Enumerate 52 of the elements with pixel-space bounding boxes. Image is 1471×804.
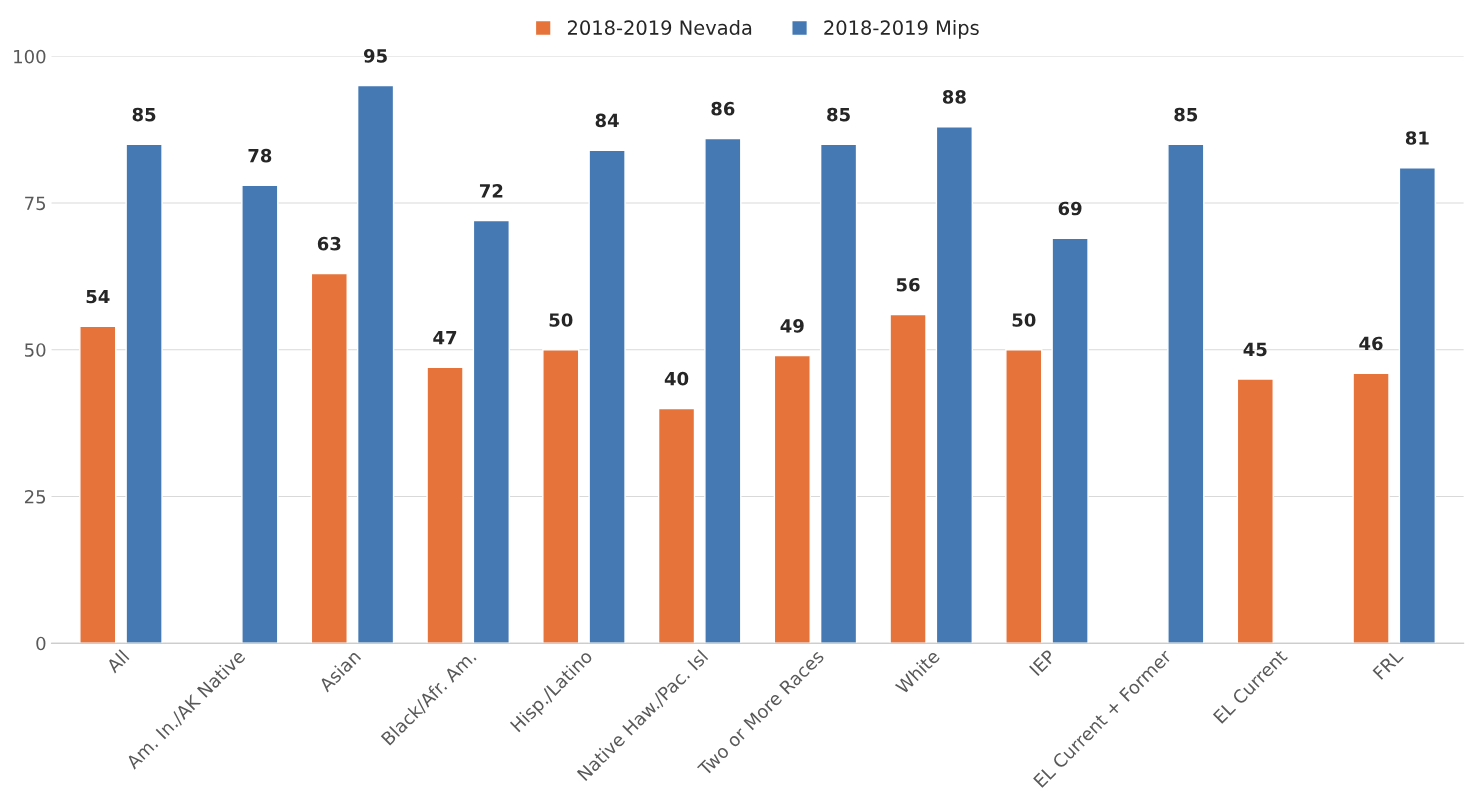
data-label: 85 bbox=[1174, 107, 1198, 122]
bar bbox=[819, 143, 858, 644]
data-label: 50 bbox=[549, 313, 573, 327]
y-tick-label: 100 bbox=[14, 49, 46, 64]
data-label: 95 bbox=[363, 49, 387, 63]
legend-label: 2018-2019 Mips bbox=[824, 19, 979, 39]
data-label: 88 bbox=[942, 90, 966, 104]
bar bbox=[889, 313, 927, 644]
data-label: 69 bbox=[1058, 201, 1082, 216]
bar bbox=[472, 219, 510, 644]
bar bbox=[935, 126, 973, 644]
y-tick-label: 0 bbox=[36, 636, 46, 651]
bar bbox=[79, 325, 117, 644]
bar bbox=[241, 184, 279, 644]
bar bbox=[310, 272, 348, 644]
data-label: 78 bbox=[248, 148, 272, 163]
data-label: 50 bbox=[1012, 313, 1036, 327]
bar bbox=[1398, 167, 1436, 644]
bar bbox=[1005, 349, 1043, 644]
bar bbox=[356, 84, 395, 644]
data-label: 85 bbox=[132, 107, 156, 122]
legend-label: 2018-2019 Nevada bbox=[567, 19, 752, 36]
y-tick-label: 75 bbox=[25, 196, 46, 211]
data-label: 86 bbox=[711, 101, 735, 116]
bar bbox=[657, 407, 696, 644]
data-label: 40 bbox=[664, 371, 689, 386]
y-tick-label: 25 bbox=[24, 489, 46, 504]
bar bbox=[1236, 378, 1274, 644]
data-label: 54 bbox=[86, 289, 110, 304]
data-label: 47 bbox=[433, 330, 457, 345]
data-label: 81 bbox=[1405, 131, 1429, 145]
data-label: 46 bbox=[1359, 336, 1383, 351]
data-label: 49 bbox=[780, 319, 804, 333]
bar bbox=[542, 349, 580, 644]
data-label: 72 bbox=[479, 184, 503, 198]
bar bbox=[588, 149, 626, 644]
data-label: 84 bbox=[595, 113, 619, 128]
y-tick-label: 50 bbox=[25, 343, 46, 357]
bar bbox=[704, 137, 742, 644]
x-tick-label: IEP bbox=[1029, 648, 1057, 677]
bar bbox=[426, 366, 464, 644]
bar bbox=[125, 143, 163, 644]
bar bbox=[1167, 143, 1205, 644]
data-label: 56 bbox=[896, 277, 920, 292]
bar bbox=[1352, 372, 1390, 644]
bar bbox=[1051, 237, 1089, 644]
x-tick-label: FRL bbox=[1372, 648, 1404, 680]
bar bbox=[773, 354, 811, 644]
data-label: 63 bbox=[317, 236, 341, 251]
x-tick-label: All bbox=[105, 649, 130, 674]
data-label: 85 bbox=[827, 107, 850, 122]
data-label: 45 bbox=[1243, 342, 1267, 357]
